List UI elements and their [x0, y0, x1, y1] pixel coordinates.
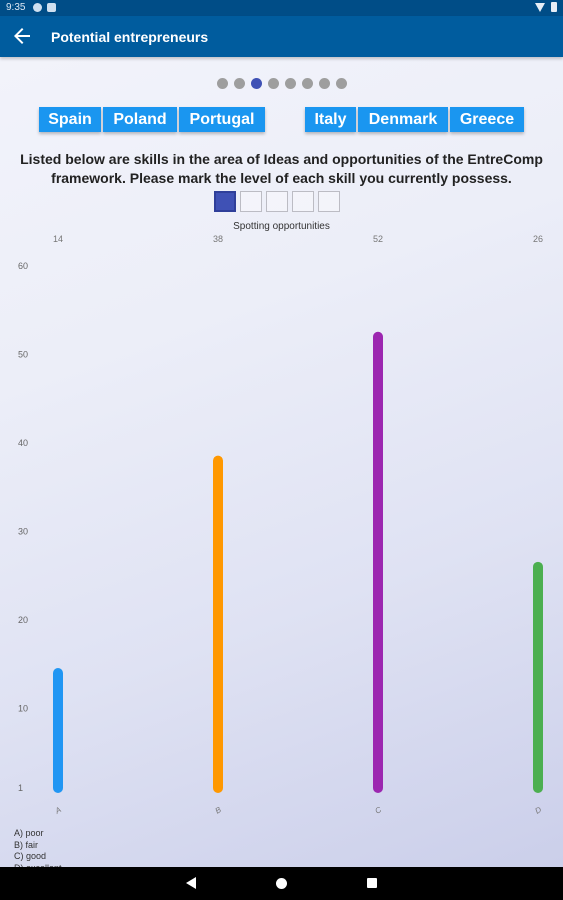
navigation-bar	[0, 867, 563, 900]
page-indicator	[217, 78, 347, 89]
y-tick-label: 40	[18, 438, 28, 448]
country-button-poland[interactable]: Poland	[103, 107, 177, 132]
notification-icon	[33, 3, 42, 12]
country-button-denmark[interactable]: Denmark	[358, 107, 448, 132]
page-dot	[217, 78, 228, 89]
country-button-spain[interactable]: Spain	[39, 107, 101, 132]
battery-icon	[551, 2, 557, 12]
status-bar: 9:35	[0, 0, 563, 16]
skill-level-box[interactable]	[240, 191, 262, 212]
bar-value-label: 52	[373, 234, 383, 244]
bar-value-label: 38	[213, 234, 223, 244]
page-dot	[302, 78, 313, 89]
x-tick-label: B	[214, 805, 224, 816]
country-button-portugal[interactable]: Portugal	[179, 107, 265, 132]
y-tick-label: 30	[18, 526, 28, 536]
skill-level-box[interactable]	[292, 191, 314, 212]
nav-home-icon[interactable]	[276, 878, 287, 889]
page-title: Potential entrepreneurs	[51, 29, 209, 45]
nav-recents-icon[interactable]	[367, 878, 377, 888]
legend-item: A) poor	[14, 828, 44, 838]
notification-icon	[47, 3, 56, 12]
bar-chart: 1 10 20 30 40 50 60 14 A 38 B 52 C 26 D	[18, 234, 543, 816]
country-group-1: Spain Poland Portugal	[39, 107, 267, 132]
country-button-italy[interactable]: Italy	[305, 107, 356, 132]
page-dot	[285, 78, 296, 89]
bar-value-label: 26	[533, 234, 543, 244]
skill-selector	[214, 191, 340, 212]
y-tick-label: 50	[18, 349, 28, 359]
app-bar: Potential entrepreneurs	[0, 16, 563, 57]
instructions-text: Listed below are skills in the area of I…	[20, 151, 543, 186]
nav-back-icon[interactable]	[186, 877, 196, 889]
x-tick-label: D	[533, 805, 543, 816]
skill-level-box[interactable]	[318, 191, 340, 212]
y-tick-label: 1	[18, 783, 23, 793]
legend-item: C) good	[14, 851, 47, 861]
wifi-icon	[535, 2, 545, 12]
skill-level-box[interactable]	[266, 191, 288, 212]
back-arrow-icon[interactable]	[10, 24, 34, 48]
y-tick-label: 60	[18, 261, 28, 271]
country-group-2: Italy Denmark Greece	[305, 107, 526, 132]
page-dot	[336, 78, 347, 89]
page-dot	[234, 78, 245, 89]
legend-item: B) fair	[14, 839, 39, 850]
page-dot	[268, 78, 279, 89]
x-tick-label: A	[53, 805, 63, 816]
chart-title: Spotting opportunities	[233, 221, 330, 232]
country-button-greece[interactable]: Greece	[450, 107, 524, 132]
status-time: 9:35	[6, 2, 26, 13]
x-tick-label: C	[373, 805, 383, 816]
page-dot	[251, 78, 262, 89]
page-dot	[319, 78, 330, 89]
y-tick-label: 10	[18, 703, 28, 713]
bar-value-label: 14	[53, 234, 63, 244]
skill-level-box[interactable]	[214, 191, 236, 212]
y-tick-label: 20	[18, 615, 28, 625]
